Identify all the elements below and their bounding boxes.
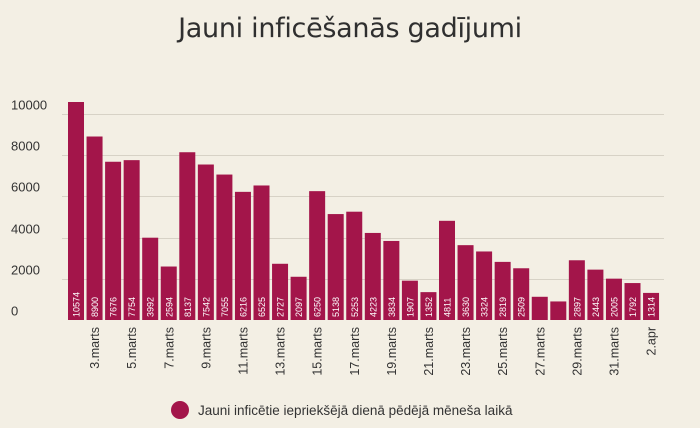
bar[interactable] [401, 280, 418, 320]
bar-value-label: 1352 [424, 297, 434, 317]
bar-value-label: 4811 [443, 298, 453, 317]
x-tick-label: 19.marts [385, 327, 399, 376]
bar-value-label: 7754 [127, 297, 137, 317]
bar[interactable] [179, 152, 196, 320]
legend-label: Jauni inficētie iepriekšējā dienā pēdējā… [198, 403, 513, 418]
bar[interactable] [327, 214, 344, 320]
bars [68, 102, 660, 320]
bar[interactable] [513, 268, 530, 320]
bar-value-label: 6216 [238, 297, 248, 317]
bar[interactable] [216, 174, 233, 320]
bar-value-label: 1907 [405, 297, 415, 317]
bar-value-label: 5253 [350, 297, 360, 317]
y-tick-label: 8000 [11, 139, 40, 154]
y-tick-label: 10000 [11, 98, 47, 113]
x-tick-label: 23.marts [459, 327, 473, 376]
x-tick-label: 31.marts [607, 327, 621, 376]
bar-value-label: 3834 [387, 297, 397, 317]
bar[interactable] [494, 261, 511, 320]
bar-value-label: 2443 [591, 297, 601, 317]
bar-value-label: 2594 [164, 297, 174, 317]
bar[interactable] [643, 292, 660, 320]
x-tick-label: 5.marts [125, 327, 139, 369]
y-tick-label: 2000 [11, 263, 40, 278]
bar[interactable] [364, 232, 381, 320]
bar-value-label: 10574 [72, 292, 82, 317]
x-axis-ticks: 3.marts 5.marts 7.marts 9.marts 11.marts 13.m… [88, 327, 659, 376]
bar[interactable] [587, 269, 604, 320]
bar[interactable] [383, 240, 400, 320]
bar-value-label: 3992 [146, 297, 156, 317]
bar[interactable] [86, 136, 103, 320]
bar-value-label: 7542 [201, 297, 211, 317]
x-tick-label: 11.marts [236, 327, 250, 375]
bar-value-label: 2509 [517, 297, 527, 317]
bar-value-label: 1792 [628, 297, 638, 317]
bar[interactable] [439, 220, 455, 320]
bar[interactable] [105, 161, 122, 320]
bar[interactable] [160, 266, 177, 320]
bar-value-label: 3324 [480, 297, 490, 317]
bar[interactable] [68, 102, 84, 320]
bar[interactable] [197, 164, 214, 320]
value-labels: 10574 8900 7676 7754 3992 2594 8137 7542 7055 621… [72, 292, 657, 317]
bar[interactable] [550, 301, 567, 320]
bar-value-label: 1314 [647, 297, 657, 317]
bar-value-label: 3630 [461, 297, 471, 317]
x-tick-label: 21.marts [422, 327, 436, 376]
bar[interactable] [420, 292, 437, 320]
bar[interactable] [272, 263, 289, 320]
bar-value-label: 7676 [109, 297, 119, 317]
bar-value-label: 2819 [498, 297, 508, 317]
bar[interactable] [531, 296, 548, 320]
bar-value-label: 7055 [220, 297, 230, 317]
y-tick-label: 4000 [11, 222, 40, 237]
y-tick-label: 0 [11, 304, 18, 319]
bar[interactable] [346, 211, 363, 320]
bar[interactable] [234, 191, 251, 320]
legend-swatch [171, 401, 189, 419]
x-tick-label: 25.marts [496, 327, 510, 376]
bar[interactable] [605, 278, 622, 320]
x-tick-label: 29.marts [570, 327, 584, 376]
x-tick-label: 2.apr [645, 327, 659, 356]
bar-value-label: 6250 [313, 297, 323, 317]
bar[interactable] [476, 251, 493, 320]
x-tick-label: 7.marts [162, 327, 176, 369]
bar[interactable] [624, 283, 641, 320]
bar-value-label: 6525 [257, 297, 267, 317]
bar-value-label: 8137 [183, 297, 193, 317]
bar[interactable] [253, 185, 270, 320]
chart-title: Jauni inficēšanās gadījumi [176, 13, 522, 44]
x-tick-label: 27.marts [533, 327, 547, 376]
bar-value-label: 2005 [609, 297, 619, 317]
bar[interactable] [290, 276, 307, 320]
bar[interactable] [568, 260, 585, 320]
bar[interactable] [123, 160, 140, 320]
bar-value-label: 4223 [368, 297, 378, 317]
bar-value-label: 2097 [294, 297, 304, 317]
bar[interactable] [142, 237, 159, 320]
bar[interactable] [457, 245, 474, 320]
x-tick-label: 9.marts [199, 327, 213, 369]
bar-value-label: 5138 [331, 297, 341, 317]
y-tick-label: 6000 [11, 180, 40, 195]
bar-value-label: 2727 [276, 297, 286, 317]
bar-value-label: 2897 [572, 297, 582, 317]
x-tick-label: 17.marts [348, 327, 362, 376]
x-tick-label: 15.marts [311, 327, 325, 376]
bar[interactable] [309, 191, 326, 320]
x-tick-label: 13.marts [274, 327, 288, 376]
y-axis-ticks: 0 2000 4000 6000 8000 10000 [11, 98, 47, 319]
bar-value-label: 8900 [90, 297, 100, 317]
x-tick-label: 3.marts [88, 327, 102, 369]
legend[interactable]: Jauni inficētie iepriekšējā dienā pēdējā… [171, 401, 513, 419]
gridlines [62, 114, 664, 280]
